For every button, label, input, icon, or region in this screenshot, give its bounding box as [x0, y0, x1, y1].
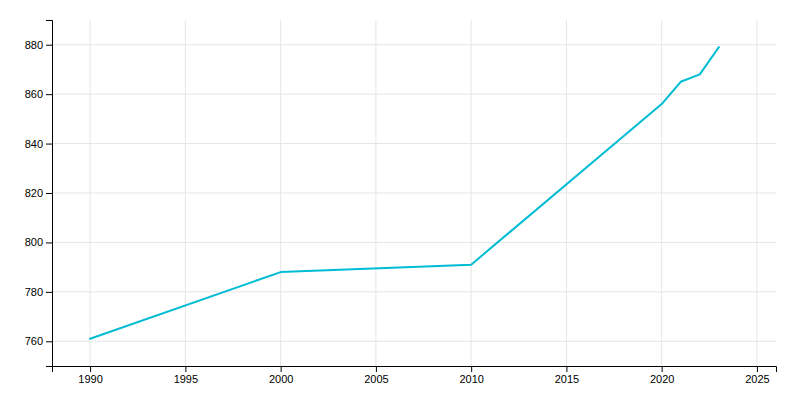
x-tick-label: 1995: [174, 373, 198, 385]
y-axis-line: [46, 21, 53, 367]
x-tick: 2015: [555, 366, 579, 385]
x-tick-label: 2010: [459, 373, 483, 385]
y-grid-line: [52, 94, 776, 95]
x-tick-mark: [90, 366, 91, 372]
x-tick-label: 2015: [555, 373, 579, 385]
chart-container: 1990 1995 2000 2005 2010 2015 2020 2025 760 780 80…: [0, 0, 800, 400]
y-tick-mark: [46, 45, 52, 46]
x-tick-mark: [281, 366, 282, 372]
x-axis: 1990 1995 2000 2005 2010 2015 2020 2025: [53, 366, 777, 385]
data-line: [90, 47, 719, 339]
y-grid-line: [52, 143, 776, 144]
y-tick: 840: [25, 138, 52, 150]
y-tick-mark: [46, 144, 52, 145]
y-tick: 780: [25, 286, 52, 298]
y-tick-label: 840: [25, 138, 43, 150]
y-grid-line: [52, 242, 776, 243]
y-tick-label: 820: [25, 187, 43, 199]
x-tick: 2010: [459, 366, 483, 385]
y-tick-label: 760: [25, 335, 43, 347]
y-tick-label: 780: [25, 286, 43, 298]
grid: [52, 20, 776, 366]
x-tick-mark: [662, 366, 663, 372]
y-grid-line: [52, 291, 776, 292]
x-tick-label: 2025: [745, 373, 769, 385]
y-grid-line: [52, 341, 776, 342]
y-tick-mark: [46, 193, 52, 194]
x-axis-line: [53, 367, 777, 373]
x-tick-mark: [471, 366, 472, 372]
y-tick-mark: [46, 94, 52, 95]
plot-area: [90, 47, 719, 339]
y-tick-mark: [46, 242, 52, 243]
x-tick-label: 1990: [78, 373, 102, 385]
y-tick: 800: [25, 236, 52, 248]
x-tick-label: 2005: [364, 373, 388, 385]
chart-svg: 1990 1995 2000 2005 2010 2015 2020 2025 760 780 80…: [0, 0, 800, 400]
x-tick: 2025: [745, 366, 769, 385]
x-tick: 1990: [78, 366, 102, 385]
x-tick: 2020: [650, 366, 674, 385]
x-tick-mark: [566, 366, 567, 372]
x-tick: 1995: [174, 366, 198, 385]
x-tick-mark: [376, 366, 377, 372]
y-tick-mark: [46, 292, 52, 293]
x-tick-label: 2020: [650, 373, 674, 385]
y-tick: 860: [25, 88, 52, 100]
x-tick: 2000: [269, 366, 293, 385]
y-tick: 760: [25, 335, 52, 347]
y-grid-line: [52, 44, 776, 45]
y-tick-label: 800: [25, 236, 43, 248]
y-tick-mark: [46, 341, 52, 342]
x-tick-mark: [757, 366, 758, 372]
x-tick-label: 2000: [269, 373, 293, 385]
y-tick: 880: [25, 39, 52, 51]
y-tick-label: 860: [25, 88, 43, 100]
y-tick: 820: [25, 187, 52, 199]
y-axis: 760 780 800 820 840 860 880: [25, 21, 53, 367]
y-grid-line: [52, 193, 776, 194]
x-tick: 2005: [364, 366, 388, 385]
x-tick-mark: [185, 366, 186, 372]
y-tick-label: 880: [25, 39, 43, 51]
